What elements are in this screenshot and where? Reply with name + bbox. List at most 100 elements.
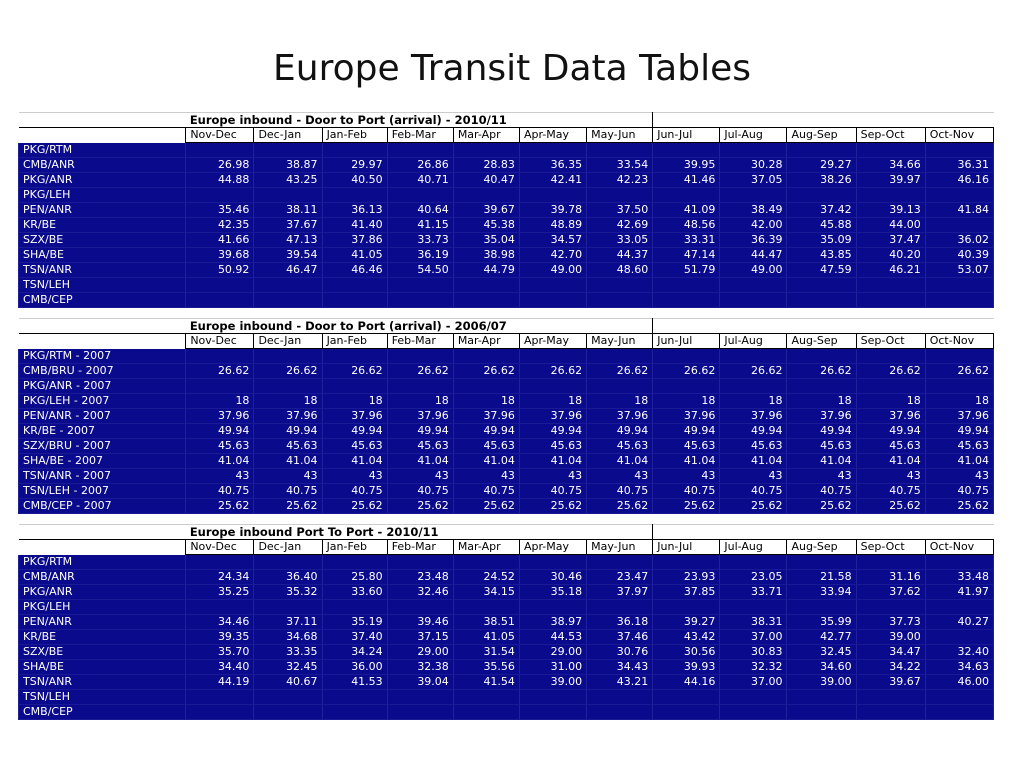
value-cell[interactable]: 29.00 bbox=[386, 644, 454, 660]
value-cell[interactable] bbox=[719, 292, 788, 308]
value-cell[interactable]: 18 bbox=[719, 393, 788, 409]
value-cell[interactable]: 41.54 bbox=[452, 674, 520, 690]
value-cell[interactable] bbox=[253, 348, 323, 364]
value-cell[interactable] bbox=[253, 378, 323, 394]
value-cell[interactable]: 43 bbox=[786, 468, 857, 484]
value-cell[interactable]: 47.14 bbox=[652, 247, 721, 263]
value-cell[interactable]: 42.41 bbox=[518, 172, 588, 188]
value-cell[interactable]: 37.96 bbox=[924, 408, 995, 424]
value-cell[interactable]: 35.18 bbox=[518, 584, 588, 600]
month-header[interactable]: Feb-Mar bbox=[386, 333, 454, 349]
value-cell[interactable]: 45.63 bbox=[253, 438, 323, 454]
value-cell[interactable]: 29.27 bbox=[786, 157, 857, 173]
route-label[interactable]: PKG/ANR - 2007 bbox=[17, 378, 187, 394]
value-cell[interactable]: 34.57 bbox=[518, 232, 588, 248]
value-cell[interactable]: 44.47 bbox=[719, 247, 788, 263]
value-cell[interactable]: 26.62 bbox=[386, 363, 454, 379]
value-cell[interactable]: 37.96 bbox=[719, 408, 788, 424]
value-cell[interactable]: 36.00 bbox=[321, 659, 388, 675]
value-cell[interactable]: 25.62 bbox=[321, 498, 388, 514]
value-cell[interactable]: 49.94 bbox=[386, 423, 454, 439]
value-cell[interactable]: 41.04 bbox=[855, 453, 926, 469]
value-cell[interactable] bbox=[719, 277, 788, 293]
month-header[interactable]: Nov-Dec bbox=[185, 333, 255, 349]
value-cell[interactable]: 37.96 bbox=[586, 408, 654, 424]
route-label[interactable]: TSN/LEH bbox=[17, 277, 187, 293]
value-cell[interactable]: 45.63 bbox=[321, 438, 388, 454]
value-cell[interactable]: 32.45 bbox=[253, 659, 323, 675]
value-cell[interactable] bbox=[452, 292, 520, 308]
value-cell[interactable]: 39.68 bbox=[185, 247, 255, 263]
value-cell[interactable]: 34.47 bbox=[855, 644, 926, 660]
value-cell[interactable]: 46.00 bbox=[924, 674, 995, 690]
value-cell[interactable]: 25.62 bbox=[518, 498, 588, 514]
route-label[interactable]: PKG/LEH bbox=[17, 599, 187, 615]
value-cell[interactable]: 37.42 bbox=[786, 202, 857, 218]
value-cell[interactable]: 40.75 bbox=[518, 483, 588, 499]
value-cell[interactable] bbox=[518, 554, 588, 570]
value-cell[interactable]: 41.04 bbox=[321, 453, 388, 469]
route-label[interactable]: PEN/ANR bbox=[17, 202, 187, 218]
value-cell[interactable]: 40.71 bbox=[386, 172, 454, 188]
value-cell[interactable]: 37.47 bbox=[855, 232, 926, 248]
value-cell[interactable]: 44.00 bbox=[855, 217, 926, 233]
value-cell[interactable] bbox=[924, 292, 995, 308]
value-cell[interactable]: 43 bbox=[452, 468, 520, 484]
value-cell[interactable]: 26.62 bbox=[652, 363, 721, 379]
month-header[interactable]: May-Jun bbox=[586, 333, 654, 349]
value-cell[interactable] bbox=[386, 348, 454, 364]
month-header[interactable]: Jul-Aug bbox=[719, 539, 788, 555]
value-cell[interactable] bbox=[719, 348, 788, 364]
value-cell[interactable]: 24.52 bbox=[452, 569, 520, 585]
value-cell[interactable] bbox=[924, 348, 995, 364]
value-cell[interactable]: 41.97 bbox=[924, 584, 995, 600]
value-cell[interactable] bbox=[253, 142, 323, 158]
value-cell[interactable]: 26.62 bbox=[786, 363, 857, 379]
route-label[interactable]: CMB/BRU - 2007 bbox=[17, 363, 187, 379]
value-cell[interactable]: 36.13 bbox=[321, 202, 388, 218]
month-header[interactable]: Dec-Jan bbox=[253, 333, 323, 349]
value-cell[interactable]: 40.64 bbox=[386, 202, 454, 218]
value-cell[interactable]: 29.00 bbox=[518, 644, 588, 660]
value-cell[interactable]: 46.47 bbox=[253, 262, 323, 278]
value-cell[interactable]: 23.48 bbox=[386, 569, 454, 585]
value-cell[interactable]: 38.31 bbox=[719, 614, 788, 630]
value-cell[interactable]: 37.40 bbox=[321, 629, 388, 645]
value-cell[interactable] bbox=[586, 599, 654, 615]
value-cell[interactable]: 41.04 bbox=[924, 453, 995, 469]
value-cell[interactable] bbox=[786, 187, 857, 203]
route-label[interactable]: PKG/LEH - 2007 bbox=[17, 393, 187, 409]
value-cell[interactable]: 18 bbox=[386, 393, 454, 409]
value-cell[interactable]: 40.75 bbox=[586, 483, 654, 499]
value-cell[interactable]: 34.43 bbox=[586, 659, 654, 675]
value-cell[interactable]: 38.98 bbox=[452, 247, 520, 263]
value-cell[interactable]: 39.67 bbox=[855, 674, 926, 690]
month-header[interactable]: Jan-Feb bbox=[321, 333, 388, 349]
value-cell[interactable]: 31.16 bbox=[855, 569, 926, 585]
value-cell[interactable]: 30.83 bbox=[719, 644, 788, 660]
value-cell[interactable]: 49.94 bbox=[185, 423, 255, 439]
value-cell[interactable]: 38.11 bbox=[253, 202, 323, 218]
value-cell[interactable] bbox=[786, 689, 857, 705]
route-label[interactable]: KR/BE bbox=[17, 217, 187, 233]
value-cell[interactable]: 42.35 bbox=[185, 217, 255, 233]
value-cell[interactable] bbox=[855, 187, 926, 203]
value-cell[interactable]: 33.73 bbox=[386, 232, 454, 248]
value-cell[interactable] bbox=[321, 554, 388, 570]
value-cell[interactable]: 37.62 bbox=[855, 584, 926, 600]
value-cell[interactable] bbox=[652, 704, 721, 720]
route-label[interactable]: CMB/ANR bbox=[17, 157, 187, 173]
route-label[interactable]: SHA/BE bbox=[17, 247, 187, 263]
value-cell[interactable]: 32.40 bbox=[924, 644, 995, 660]
value-cell[interactable]: 43.85 bbox=[786, 247, 857, 263]
value-cell[interactable]: 49.94 bbox=[321, 423, 388, 439]
value-cell[interactable]: 37.11 bbox=[253, 614, 323, 630]
value-cell[interactable]: 44.16 bbox=[652, 674, 721, 690]
value-cell[interactable] bbox=[518, 348, 588, 364]
value-cell[interactable]: 37.96 bbox=[786, 408, 857, 424]
value-cell[interactable]: 34.63 bbox=[924, 659, 995, 675]
route-label[interactable]: TSN/ANR bbox=[17, 262, 187, 278]
value-cell[interactable]: 40.75 bbox=[786, 483, 857, 499]
value-cell[interactable]: 49.94 bbox=[924, 423, 995, 439]
value-cell[interactable]: 49.00 bbox=[719, 262, 788, 278]
